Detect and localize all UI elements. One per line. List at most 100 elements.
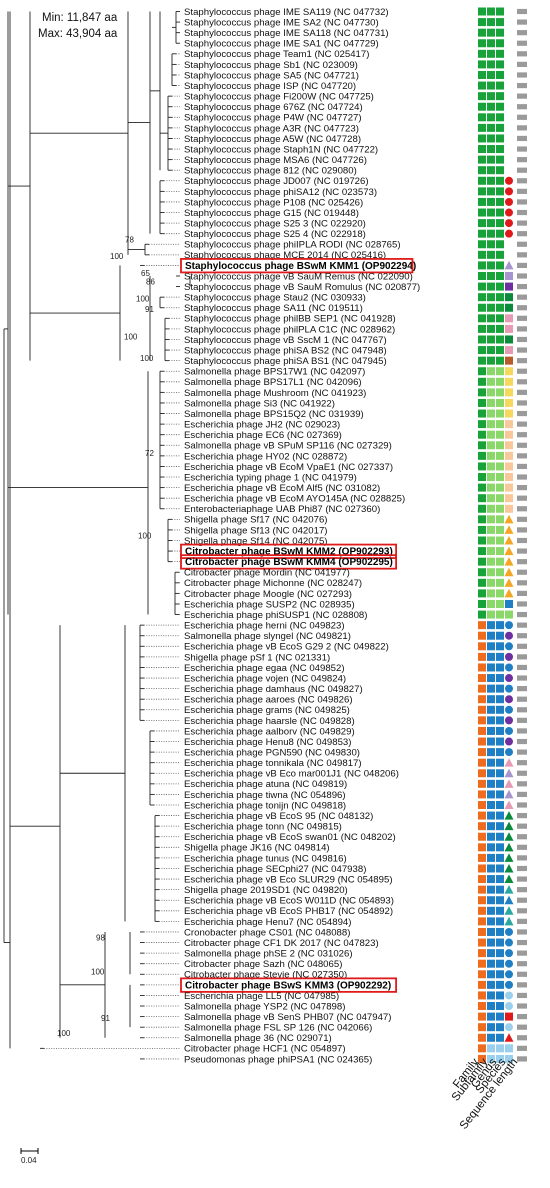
matrix-cell: [487, 250, 495, 259]
taxon-label: Shigella phage 2019SD1 (NC 049820): [184, 885, 348, 896]
matrix-cell: [496, 589, 504, 598]
matrix-cell: [505, 197, 513, 206]
sequence-length-bar: [517, 389, 527, 395]
matrix-cell: [487, 652, 495, 661]
matrix-cell: [478, 18, 486, 27]
matrix-cell: [496, 1012, 504, 1021]
taxon-label: Citrobacter phage Stevie (NC 027350): [184, 970, 347, 981]
matrix-cell: [496, 240, 504, 249]
matrix-cell: [487, 176, 495, 185]
matrix-cell: [496, 779, 504, 788]
matrix-cell: [505, 282, 513, 291]
matrix-cell: [487, 578, 495, 587]
matrix-cell: [478, 663, 486, 672]
taxon-label: Escherichia phage aalborv (NC 049829): [184, 726, 355, 737]
sequence-length-bar: [517, 664, 527, 671]
sequence-length-bar: [517, 781, 527, 787]
matrix-cell: [496, 1023, 504, 1032]
matrix-cell: [478, 917, 486, 926]
matrix-cell: [496, 346, 504, 355]
sequence-length-bar: [517, 400, 527, 406]
matrix-cell: [505, 737, 513, 746]
matrix-cell: [478, 832, 486, 841]
taxon-label: Staphylococcus phage phiSA12 (NC 023573): [184, 187, 377, 198]
matrix-cell: [487, 822, 495, 831]
sequence-length-bar: [517, 506, 527, 512]
sequence-length-bar: [517, 611, 527, 618]
taxon-label: Salmonella phage Si3 (NC 041922): [184, 398, 335, 409]
sequence-length-bar: [517, 262, 527, 269]
matrix-cell: [505, 674, 513, 683]
matrix-cell: [478, 420, 486, 429]
matrix-cell: [478, 346, 486, 355]
sequence-length-bar: [517, 633, 527, 639]
matrix-cell: [496, 187, 504, 196]
taxon-label: Staphylococcus phage philBB SEP1 (NC 041…: [184, 314, 396, 325]
sequence-length-bar: [517, 590, 527, 596]
matrix-cell: [504, 916, 514, 926]
taxon-label: Staphylococcus phage SA5 (NC 047721): [184, 70, 359, 81]
taxon-label: Citrobacter phage Sazh (NC 048065): [184, 959, 342, 970]
matrix-cell: [487, 1012, 495, 1021]
sequence-length-bar: [517, 305, 527, 311]
matrix-cell: [478, 864, 486, 873]
matrix-cell: [478, 250, 486, 259]
sequence-length-bar: [517, 347, 527, 353]
matrix-cell: [478, 134, 486, 143]
matrix-cell: [478, 980, 486, 989]
sequence-length-bar: [517, 135, 527, 142]
matrix-cell: [505, 420, 513, 429]
matrix-cell: [496, 494, 504, 503]
matrix-cell: [478, 324, 486, 333]
matrix-cell: [478, 441, 486, 450]
sequence-length-bar: [517, 1014, 527, 1020]
matrix-cell: [478, 684, 486, 693]
taxon-label: Shigella phage JK16 (NC 049814): [184, 843, 330, 854]
sequence-length-bar: [517, 485, 527, 491]
matrix-cell: [496, 991, 504, 1000]
matrix-cell: [505, 367, 513, 376]
taxon-label: Shigella phage pSf 1 (NC 021331): [184, 652, 330, 663]
matrix-cell: [505, 1023, 513, 1032]
matrix-cell: [478, 272, 486, 280]
matrix-cell: [496, 695, 504, 704]
matrix-cell: [496, 674, 504, 683]
matrix-cell: [478, 525, 486, 534]
taxon-label: Escherichia phage LL5 (NC 047985): [184, 991, 339, 1002]
sequence-length-bar: [517, 929, 527, 935]
matrix-cell: [487, 726, 495, 735]
matrix-cell: [487, 219, 495, 228]
matrix-cell: [478, 621, 486, 630]
matrix-cell: [478, 451, 486, 460]
matrix-cell: [478, 779, 486, 788]
matrix-cell: [478, 70, 486, 79]
sequence-length-bar: [517, 654, 527, 660]
matrix-cell: [487, 324, 495, 333]
matrix-cell: [487, 927, 495, 936]
matrix-cell: [504, 885, 514, 894]
sequence-length-bar: [517, 559, 527, 565]
sequence-length-bar: [517, 231, 527, 237]
taxon-label: Escherichia phage vB EcoS swan01 (NC 048…: [184, 832, 396, 843]
matrix-cell: [478, 113, 486, 122]
sequence-length-bar: [517, 8, 527, 15]
taxon-label: Staphylococcus phage MSA6 (NC 047726): [184, 155, 367, 166]
sequence-length-bar: [517, 834, 527, 840]
matrix-cell: [478, 610, 486, 619]
matrix-cell: [487, 155, 495, 164]
matrix-cell: [496, 663, 504, 672]
matrix-cell: [504, 557, 514, 566]
matrix-cell: [496, 843, 504, 852]
matrix-cell: [496, 70, 504, 79]
sequence-length-bar: [517, 961, 527, 967]
taxon-label: Escherichia phage egaa (NC 049852): [184, 663, 345, 674]
matrix-cell: [487, 81, 495, 90]
matrix-cell: [504, 832, 514, 841]
sequence-length-bar: [517, 1035, 527, 1041]
taxon-label: Staphylococcus phage A5W (NC 047728): [184, 134, 361, 145]
matrix-cell: [496, 801, 504, 809]
matrix-cell: [505, 610, 513, 619]
sequence-length-bar: [517, 294, 527, 300]
sequence-length-bar: [517, 992, 527, 999]
